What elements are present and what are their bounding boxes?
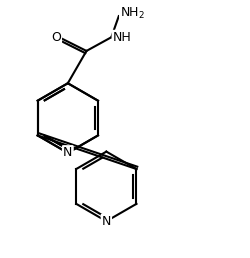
Text: O: O bbox=[51, 31, 61, 44]
Text: N: N bbox=[63, 146, 72, 159]
Text: NH: NH bbox=[112, 31, 131, 44]
Text: NH$_2$: NH$_2$ bbox=[120, 6, 145, 21]
Text: N: N bbox=[102, 215, 111, 228]
